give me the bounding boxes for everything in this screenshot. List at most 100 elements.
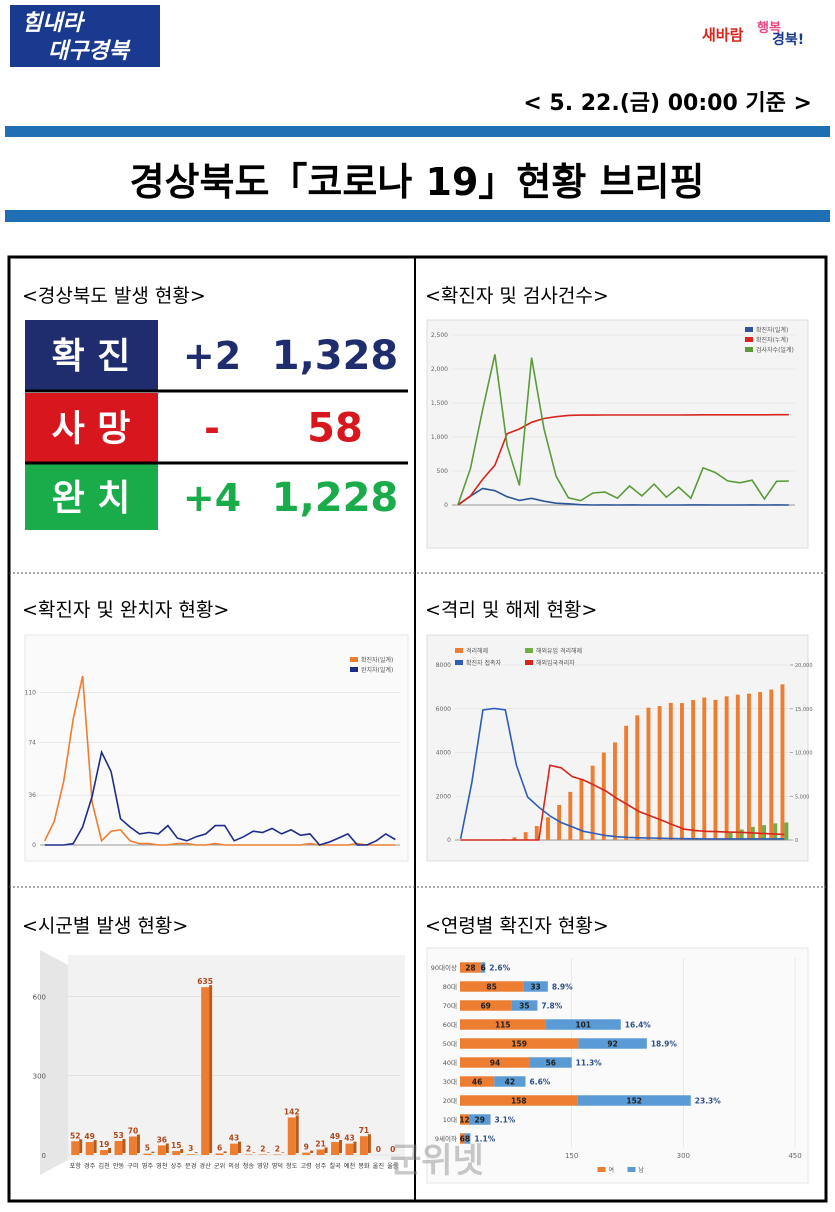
share-label: 18.9% [651,1040,678,1049]
value-label: 70 [128,1127,138,1136]
y-tick-label: 50대 [443,1040,457,1048]
value-label: 15 [171,1141,181,1150]
status-total: 1,228 [272,475,399,521]
value-label: 94 [490,1059,500,1068]
bar-side [79,1139,82,1153]
bar [773,823,777,840]
bar-side [195,1152,198,1153]
bar-side [137,1135,140,1154]
x-tick-label: 김천 [98,1162,110,1170]
x-tick-label: 예천 [344,1162,356,1170]
bar-side [339,1140,342,1153]
value-label: 85 [486,983,496,992]
bar [781,684,785,840]
bar [680,703,684,840]
x-tick-label: 봉화 [358,1162,370,1170]
value-label: 2 [260,1144,265,1153]
bar [158,1145,166,1155]
value-label: 142 [284,1107,300,1116]
legend-swatch [455,660,463,665]
value-label: 53 [113,1131,123,1140]
y2-tick-label: 10,000 [795,751,813,757]
share-label: 16.4% [625,1021,652,1030]
legend-swatch [455,648,463,653]
value-label: 3 [188,1144,193,1153]
bar [172,1151,180,1155]
value-label: 6 [217,1143,222,1152]
value-label: 9 [304,1143,309,1152]
legend-swatch [350,657,358,662]
y-tick-label: 60대 [443,1021,457,1029]
bar [568,792,572,840]
bar-side [122,1139,125,1153]
status-change: +2 [183,334,241,378]
legend-swatch [350,667,358,672]
share-label: 6.6% [530,1078,551,1087]
status-label: 사 망 [52,409,131,450]
bar-side [224,1151,227,1153]
legend-swatch [525,648,533,653]
bar [317,1149,325,1155]
status-label: 확 진 [52,336,131,377]
value-label: 35 [519,1002,529,1011]
share-label: 23.3% [695,1097,722,1106]
bar [86,1142,94,1155]
y-tick-label: 2,000 [431,366,448,373]
y-tick-label: 90대이상 [431,963,457,972]
y-tick-label: 1,000 [431,434,448,441]
y-tick-label: 30대 [443,1078,457,1086]
y-tick-label: 8000 [436,662,451,669]
share-label: 7.8% [541,1002,562,1011]
bar [187,1154,195,1155]
bar [691,700,695,840]
y-tick-label: 20대 [443,1097,457,1105]
y-tick-label: 2000 [436,793,451,800]
status-total: 1,328 [272,333,399,379]
y-tick-label: 6000 [436,706,451,713]
x-tick-label: 450 [788,1152,801,1160]
legend-label: 확진자(누계) [756,336,788,344]
legend-label: 완치자(일계) [361,666,393,674]
bar [535,826,539,840]
share-label: 11.3% [576,1059,603,1068]
bar [302,1153,310,1155]
value-label: 0 [376,1145,381,1154]
bar [100,1150,108,1155]
bar [714,700,718,840]
x-tick-label: 안동 [113,1162,125,1170]
y-tick-label: 10대 [443,1116,457,1124]
bar-side [353,1142,356,1153]
y-tick-label: 500 [437,468,449,475]
bar-side [209,985,212,1153]
value-label: 71 [359,1126,369,1135]
bar [725,696,729,840]
value-label: 52 [70,1131,80,1140]
legend-label: 격리해제 [466,647,488,655]
x-tick-label: 포항 [70,1162,82,1170]
legend-label: 확진자(일계) [756,326,788,334]
y-tick-label: 74 [28,740,36,747]
legend-swatch [745,337,753,342]
bar [360,1136,368,1155]
status-change: +4 [183,476,241,520]
bar-side [368,1134,371,1153]
bar-side [296,1115,299,1153]
bar [331,1142,339,1155]
x-tick-label: 성주 [315,1162,327,1170]
chart-bg [68,955,405,1160]
legend-swatch [745,347,753,352]
value-label: 12 [459,1116,469,1125]
bar [624,726,628,840]
y2-tick-label: 15,000 [795,707,813,713]
legend-label: 해외유입 격리해제 [536,647,582,655]
x-tick-label: 청송 [243,1162,255,1170]
bar-side [151,1152,154,1153]
bar [230,1144,238,1155]
bar [259,1154,267,1155]
value-label: 28 [465,964,475,973]
x-tick-label: 영천 [156,1162,168,1170]
bar [288,1117,296,1155]
panel-title: <연령별 확진자 현황> [425,915,609,937]
value-label: 69 [480,1002,490,1011]
y-tick-label: 40대 [443,1059,457,1067]
